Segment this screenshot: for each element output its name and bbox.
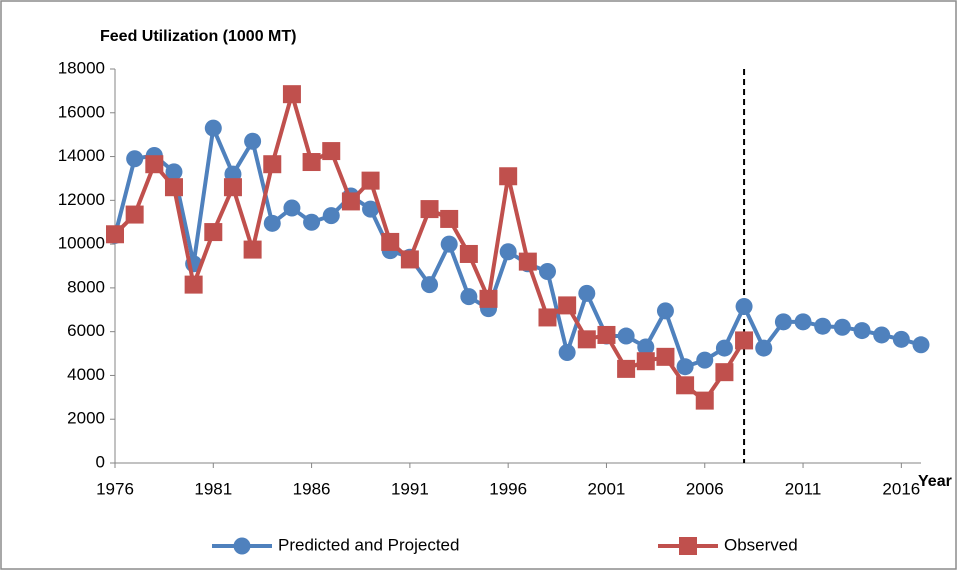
data-point bbox=[499, 167, 518, 186]
data-point bbox=[381, 232, 400, 251]
data-point bbox=[322, 142, 341, 161]
data-point bbox=[165, 163, 183, 181]
data-point bbox=[774, 313, 792, 331]
data-point bbox=[656, 302, 674, 320]
data-point bbox=[912, 336, 930, 354]
data-point bbox=[341, 192, 360, 211]
x-tick-label: 2006 bbox=[686, 479, 724, 498]
data-point bbox=[656, 347, 675, 366]
y-tick-label: 2000 bbox=[67, 409, 105, 428]
y-axis-title: Feed Utilization (1000 MT) bbox=[100, 28, 296, 45]
data-point bbox=[518, 252, 537, 271]
data-point bbox=[283, 199, 301, 217]
data-point bbox=[223, 178, 242, 197]
data-point bbox=[263, 214, 281, 232]
data-point bbox=[244, 132, 262, 150]
data-point bbox=[853, 322, 871, 340]
data-point bbox=[440, 235, 458, 253]
data-point bbox=[460, 288, 478, 306]
x-tick-label: 2016 bbox=[882, 479, 920, 498]
data-point bbox=[696, 351, 714, 369]
data-point bbox=[400, 250, 419, 269]
data-point bbox=[558, 343, 576, 361]
data-point bbox=[322, 207, 340, 225]
data-point bbox=[263, 155, 282, 174]
legend-label: Predicted and Projected bbox=[278, 535, 459, 554]
data-point bbox=[362, 200, 380, 218]
data-point bbox=[558, 296, 577, 315]
data-point bbox=[125, 205, 144, 224]
data-point bbox=[735, 331, 754, 350]
data-point bbox=[499, 243, 517, 261]
legend-label: Observed bbox=[724, 535, 798, 554]
data-point bbox=[617, 359, 636, 378]
x-tick-label: 2011 bbox=[785, 479, 822, 498]
y-tick-label: 14000 bbox=[58, 146, 105, 165]
y-tick-label: 0 bbox=[96, 452, 105, 471]
data-point bbox=[715, 363, 734, 382]
y-tick-label: 4000 bbox=[67, 365, 105, 384]
x-tick-label: 1996 bbox=[489, 479, 527, 498]
data-point bbox=[617, 327, 635, 345]
data-point bbox=[420, 200, 439, 219]
x-axis-title: Year bbox=[918, 473, 952, 490]
data-point bbox=[145, 155, 164, 174]
x-tick-label: 1991 bbox=[391, 479, 429, 498]
data-point bbox=[873, 326, 891, 344]
data-point bbox=[794, 313, 812, 331]
data-point bbox=[735, 297, 753, 315]
data-point bbox=[676, 358, 694, 376]
y-tick-label: 12000 bbox=[58, 190, 105, 209]
legend-marker bbox=[679, 537, 697, 555]
y-tick-label: 18000 bbox=[58, 58, 105, 77]
y-tick-label: 6000 bbox=[67, 321, 105, 340]
x-tick-label: 1986 bbox=[293, 479, 331, 498]
data-point bbox=[361, 171, 380, 190]
y-tick-label: 10000 bbox=[58, 234, 105, 253]
x-tick-label: 1981 bbox=[194, 479, 232, 498]
data-point bbox=[303, 213, 321, 231]
data-point bbox=[715, 339, 733, 357]
data-point bbox=[243, 240, 262, 259]
data-point bbox=[755, 339, 773, 357]
data-point bbox=[892, 330, 910, 348]
data-point bbox=[204, 119, 222, 137]
data-point bbox=[676, 376, 695, 395]
y-tick-label: 16000 bbox=[58, 102, 105, 121]
data-point bbox=[695, 391, 714, 410]
x-tick-label: 1976 bbox=[96, 479, 134, 498]
data-point bbox=[106, 225, 124, 244]
data-point bbox=[126, 150, 144, 168]
data-point bbox=[833, 318, 851, 336]
data-point bbox=[184, 275, 203, 294]
data-point bbox=[597, 325, 616, 344]
legend-marker bbox=[233, 537, 251, 555]
data-point bbox=[814, 317, 832, 335]
data-point bbox=[578, 284, 596, 302]
data-point bbox=[479, 289, 498, 308]
data-point bbox=[577, 330, 596, 349]
data-point bbox=[538, 308, 557, 327]
data-point bbox=[459, 244, 478, 263]
data-point bbox=[637, 338, 655, 356]
data-point bbox=[440, 209, 459, 228]
y-tick-label: 8000 bbox=[67, 277, 105, 296]
data-point bbox=[421, 276, 439, 294]
data-point bbox=[538, 262, 556, 280]
data-point bbox=[302, 153, 321, 172]
data-point bbox=[636, 352, 655, 371]
data-point bbox=[282, 85, 301, 104]
x-tick-label: 2001 bbox=[588, 479, 626, 498]
data-point bbox=[164, 178, 183, 197]
data-point bbox=[204, 223, 223, 242]
